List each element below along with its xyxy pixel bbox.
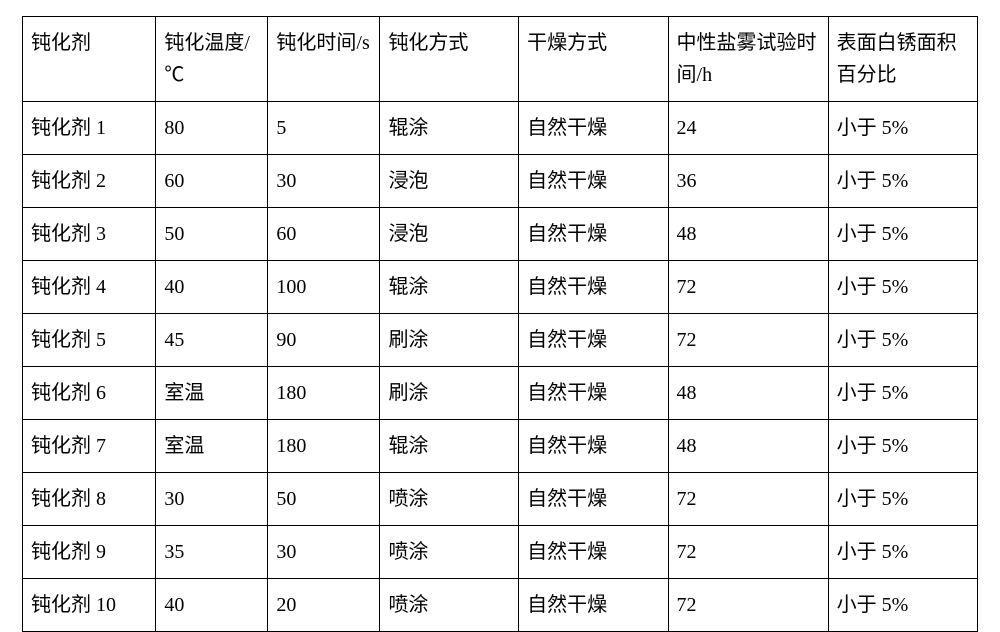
table-cell: 30: [268, 526, 380, 579]
passivation-table: 钝化剂 钝化温度/℃ 钝化时间/s 钝化方式 干燥方式 中性盐雾试验时间/h 表…: [22, 16, 978, 632]
table-cell: 小于 5%: [828, 473, 977, 526]
col-header: 干燥方式: [519, 17, 668, 102]
table-cell: 喷涂: [380, 526, 519, 579]
table-cell: 小于 5%: [828, 420, 977, 473]
table-row: 钝化剂 83050喷涂自然干燥72小于 5%: [23, 473, 978, 526]
table-cell: 48: [668, 208, 828, 261]
table-cell: 20: [268, 579, 380, 632]
col-header: 中性盐雾试验时间/h: [668, 17, 828, 102]
table-cell: 72: [668, 579, 828, 632]
table-row: 钝化剂 6室温180刷涂自然干燥48小于 5%: [23, 367, 978, 420]
table-cell: 刷涂: [380, 314, 519, 367]
table-row: 钝化剂 440100辊涂自然干燥72小于 5%: [23, 261, 978, 314]
table-cell: 自然干燥: [519, 526, 668, 579]
table-cell: 自然干燥: [519, 314, 668, 367]
table-cell: 浸泡: [380, 208, 519, 261]
table-cell: 5: [268, 102, 380, 155]
table-cell: 自然干燥: [519, 420, 668, 473]
table-cell: 钝化剂 9: [23, 526, 156, 579]
table-row: 钝化剂 104020喷涂自然干燥72小于 5%: [23, 579, 978, 632]
table-cell: 喷涂: [380, 579, 519, 632]
table-cell: 钝化剂 10: [23, 579, 156, 632]
col-header: 钝化剂: [23, 17, 156, 102]
table-cell: 刷涂: [380, 367, 519, 420]
table-cell: 钝化剂 4: [23, 261, 156, 314]
table-cell: 小于 5%: [828, 526, 977, 579]
table-cell: 小于 5%: [828, 579, 977, 632]
table-cell: 40: [156, 579, 268, 632]
table-row: 钝化剂 93530喷涂自然干燥72小于 5%: [23, 526, 978, 579]
table-cell: 钝化剂 1: [23, 102, 156, 155]
table-cell: 40: [156, 261, 268, 314]
table-cell: 60: [156, 155, 268, 208]
table-cell: 钝化剂 6: [23, 367, 156, 420]
table-cell: 辊涂: [380, 420, 519, 473]
col-header: 钝化温度/℃: [156, 17, 268, 102]
table-cell: 自然干燥: [519, 473, 668, 526]
table-cell: 48: [668, 420, 828, 473]
table-row: 钝化剂 7室温180辊涂自然干燥48小于 5%: [23, 420, 978, 473]
table-header-row: 钝化剂 钝化温度/℃ 钝化时间/s 钝化方式 干燥方式 中性盐雾试验时间/h 表…: [23, 17, 978, 102]
col-header: 钝化方式: [380, 17, 519, 102]
table-row: 钝化剂 1805辊涂自然干燥24小于 5%: [23, 102, 978, 155]
table-cell: 72: [668, 314, 828, 367]
table-cell: 喷涂: [380, 473, 519, 526]
table-cell: 180: [268, 367, 380, 420]
table-cell: 钝化剂 5: [23, 314, 156, 367]
table-cell: 180: [268, 420, 380, 473]
table-cell: 72: [668, 473, 828, 526]
table-cell: 90: [268, 314, 380, 367]
table-cell: 小于 5%: [828, 102, 977, 155]
table-row: 钝化剂 35060浸泡自然干燥48小于 5%: [23, 208, 978, 261]
table-cell: 辊涂: [380, 102, 519, 155]
table-cell: 室温: [156, 367, 268, 420]
table-cell: 50: [156, 208, 268, 261]
table-cell: 自然干燥: [519, 102, 668, 155]
table-cell: 24: [668, 102, 828, 155]
table-cell: 辊涂: [380, 261, 519, 314]
table-cell: 浸泡: [380, 155, 519, 208]
table-cell: 小于 5%: [828, 367, 977, 420]
table-cell: 小于 5%: [828, 155, 977, 208]
table-cell: 35: [156, 526, 268, 579]
table-cell: 72: [668, 261, 828, 314]
table-cell: 自然干燥: [519, 579, 668, 632]
table-cell: 72: [668, 526, 828, 579]
table-cell: 48: [668, 367, 828, 420]
col-header: 钝化时间/s: [268, 17, 380, 102]
table-body: 钝化剂 1805辊涂自然干燥24小于 5%钝化剂 26030浸泡自然干燥36小于…: [23, 102, 978, 632]
table-cell: 室温: [156, 420, 268, 473]
table-cell: 小于 5%: [828, 314, 977, 367]
table-cell: 36: [668, 155, 828, 208]
table-cell: 自然干燥: [519, 208, 668, 261]
table-cell: 小于 5%: [828, 208, 977, 261]
table-cell: 钝化剂 7: [23, 420, 156, 473]
table-row: 钝化剂 54590刷涂自然干燥72小于 5%: [23, 314, 978, 367]
table-cell: 60: [268, 208, 380, 261]
table-cell: 50: [268, 473, 380, 526]
table-cell: 钝化剂 2: [23, 155, 156, 208]
table-cell: 45: [156, 314, 268, 367]
table-cell: 钝化剂 3: [23, 208, 156, 261]
table-cell: 钝化剂 8: [23, 473, 156, 526]
col-header: 表面白锈面积百分比: [828, 17, 977, 102]
table-cell: 自然干燥: [519, 367, 668, 420]
table-cell: 小于 5%: [828, 261, 977, 314]
table-row: 钝化剂 26030浸泡自然干燥36小于 5%: [23, 155, 978, 208]
table-cell: 80: [156, 102, 268, 155]
table-cell: 30: [156, 473, 268, 526]
table-cell: 100: [268, 261, 380, 314]
table-cell: 自然干燥: [519, 155, 668, 208]
table-cell: 自然干燥: [519, 261, 668, 314]
table-cell: 30: [268, 155, 380, 208]
